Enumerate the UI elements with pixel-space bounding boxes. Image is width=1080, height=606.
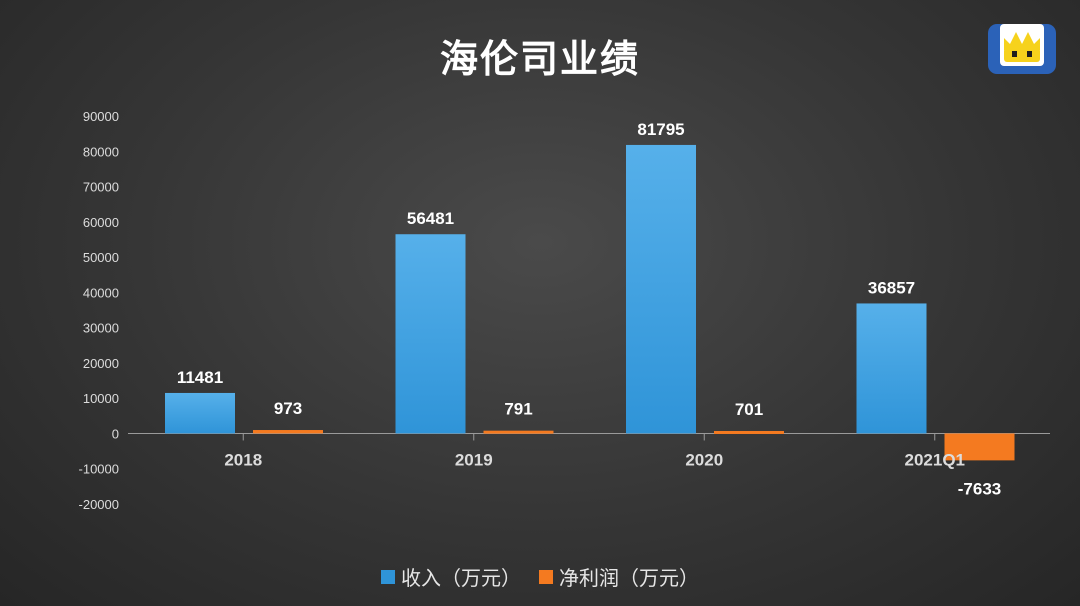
legend-label-revenue: 收入（万元） xyxy=(401,566,521,590)
logo-icon xyxy=(988,24,1056,74)
x-tick-label: 2018 xyxy=(224,450,262,469)
y-tick-label: -20000 xyxy=(79,497,119,512)
y-tick-label: 10000 xyxy=(83,391,119,406)
bar-profit xyxy=(253,430,323,434)
y-tick-label: 70000 xyxy=(83,180,119,195)
y-tick-label: 60000 xyxy=(83,215,119,230)
x-tick-label: 2019 xyxy=(455,450,493,469)
bar-revenue xyxy=(856,303,927,434)
bar-revenue xyxy=(626,144,696,434)
data-label-profit: 701 xyxy=(735,400,763,419)
y-tick-label: 80000 xyxy=(83,144,119,159)
data-label-revenue: 56481 xyxy=(407,209,454,228)
bar-revenue xyxy=(395,234,466,434)
y-tick-label: 20000 xyxy=(83,356,119,371)
data-label-profit: -7633 xyxy=(958,479,1001,498)
x-tick-label: 2020 xyxy=(685,450,723,469)
data-label-profit: 973 xyxy=(274,399,302,418)
data-label-revenue: 36857 xyxy=(868,278,915,297)
legend-item-profit: 净利润（万元） xyxy=(539,562,699,591)
legend-swatch-profit xyxy=(539,569,553,584)
legend-swatch-revenue xyxy=(381,569,395,584)
data-label-profit: 791 xyxy=(504,400,532,419)
legend-label-profit: 净利润（万元） xyxy=(559,566,699,590)
data-label-revenue: 11481 xyxy=(177,368,223,387)
bar-profit xyxy=(483,430,554,434)
y-tick-label: 30000 xyxy=(83,321,119,336)
chart-title: 海伦司业绩 xyxy=(439,37,640,81)
y-tick-label: 40000 xyxy=(83,285,119,300)
x-tick-label: 2021Q1 xyxy=(905,450,966,469)
data-label-revenue: 81795 xyxy=(637,120,684,139)
y-tick-label: -10000 xyxy=(79,462,119,477)
legend-item-revenue: 收入（万元） xyxy=(381,562,521,591)
bar-profit xyxy=(714,430,784,434)
bar-profit xyxy=(944,433,1015,461)
legend: 收入（万元） 净利润（万元） xyxy=(0,562,1080,591)
y-tick-label: 50000 xyxy=(83,250,119,265)
bar-revenue xyxy=(165,392,235,434)
y-tick-label: 90000 xyxy=(83,109,119,124)
y-tick-label: 0 xyxy=(112,426,119,441)
